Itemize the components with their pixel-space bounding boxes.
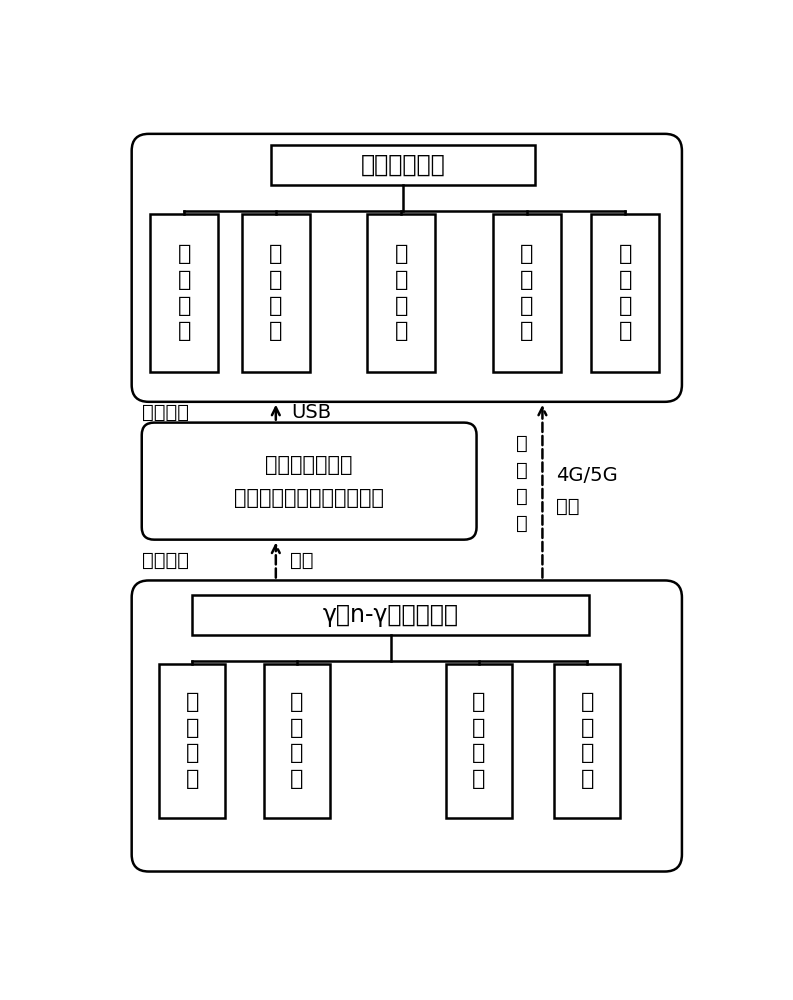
Text: γ、n-γ辐射监测仪: γ、n-γ辐射监测仪 xyxy=(323,603,458,627)
Bar xyxy=(264,664,330,818)
Text: 数据读出装置：
获取监测仪存储的剂量数据: 数据读出装置： 获取监测仪存储的剂量数据 xyxy=(234,455,384,508)
Text: 4G/5G
北斗: 4G/5G 北斗 xyxy=(557,466,618,516)
FancyBboxPatch shape xyxy=(132,134,682,402)
Text: 剂
量
分
析: 剂 量 分 析 xyxy=(395,244,408,341)
Text: 剂
量
报
警: 剂 量 报 警 xyxy=(580,692,594,789)
Bar xyxy=(192,595,589,635)
Text: 红外: 红外 xyxy=(289,551,313,570)
Bar xyxy=(271,145,534,185)
Bar xyxy=(492,214,561,372)
Text: 报
警
记
录: 报 警 记 录 xyxy=(619,244,632,341)
Bar xyxy=(159,664,225,818)
Bar xyxy=(367,214,435,372)
Text: 能
谱
显
示: 能 谱 显 示 xyxy=(472,692,485,789)
Text: 累
积
剂
量: 累 积 剂 量 xyxy=(186,692,199,789)
Bar xyxy=(242,214,310,372)
Bar xyxy=(151,214,219,372)
FancyBboxPatch shape xyxy=(132,580,682,872)
Text: 剂
量
数
据: 剂 量 数 据 xyxy=(516,434,528,533)
Text: 剂量数据: 剂量数据 xyxy=(142,551,189,570)
Text: 能
谱
呈
现: 能 谱 呈 现 xyxy=(520,244,534,341)
Bar xyxy=(554,664,620,818)
Bar xyxy=(446,664,511,818)
Text: 用
户
注
册: 用 户 注 册 xyxy=(178,244,191,341)
Bar xyxy=(592,214,660,372)
FancyBboxPatch shape xyxy=(142,423,477,540)
Text: 剂量数据: 剂量数据 xyxy=(142,403,189,422)
Text: USB: USB xyxy=(291,403,331,422)
Text: 数据管理系统: 数据管理系统 xyxy=(361,153,446,177)
Text: 剂
量
显
示: 剂 量 显 示 xyxy=(290,692,304,789)
Text: 设
备
管
理: 设 备 管 理 xyxy=(269,244,282,341)
